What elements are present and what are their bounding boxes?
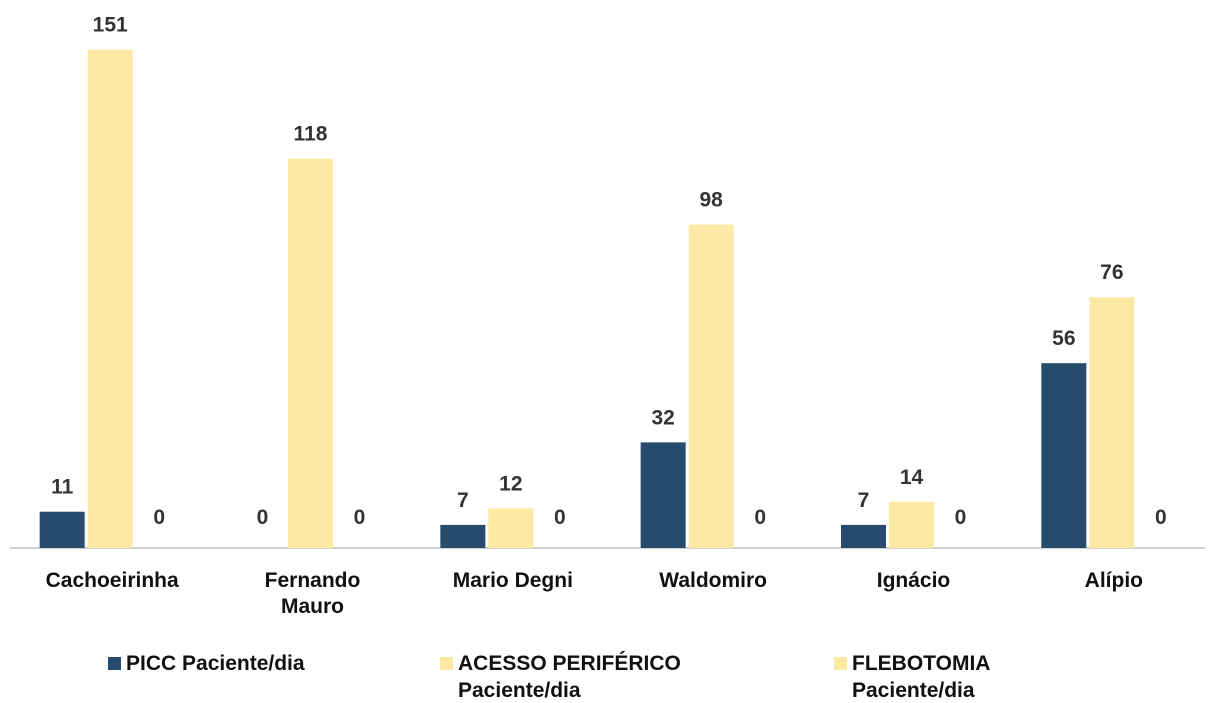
- x-tick-label: Fernando Mauro: [264, 569, 361, 618]
- bar: [841, 524, 886, 548]
- data-label: 12: [499, 472, 522, 495]
- data-label: 11: [51, 476, 74, 499]
- bar: [39, 511, 85, 548]
- bar: [288, 158, 333, 548]
- data-label: 0: [354, 506, 366, 529]
- legend-label: ACESSO PERIFÉRICO Paciente/dia: [458, 652, 681, 702]
- data-label: 0: [1155, 506, 1167, 529]
- data-label: 0: [554, 506, 566, 529]
- bar: [688, 224, 734, 548]
- bar: [640, 442, 686, 548]
- x-tick-label: Mario Degni: [452, 569, 573, 592]
- x-tick-label: Cachoeirinha: [45, 569, 179, 592]
- data-label: 32: [651, 406, 674, 429]
- data-label: 56: [1052, 327, 1075, 350]
- data-label: 7: [858, 489, 870, 512]
- bar: [87, 49, 133, 548]
- data-label: 118: [294, 123, 328, 146]
- bar: [1041, 363, 1087, 548]
- data-label: 0: [153, 506, 165, 529]
- bar: [889, 501, 934, 548]
- data-label: 98: [699, 189, 723, 212]
- bar: [1089, 297, 1135, 548]
- x-tick-label: Alípio: [1084, 569, 1143, 592]
- bar: [440, 524, 486, 548]
- data-label: 14: [900, 466, 924, 489]
- data-label: 0: [955, 506, 967, 529]
- data-label: 7: [457, 489, 469, 512]
- legend-label: PICC Paciente/dia: [126, 652, 305, 675]
- data-label: 76: [1100, 261, 1123, 284]
- data-label: 151: [93, 14, 128, 37]
- legend-swatch: [440, 657, 453, 670]
- x-tick-label: Ignácio: [876, 569, 951, 592]
- data-label: 0: [754, 506, 766, 529]
- legend-swatch: [108, 657, 121, 670]
- legend-label: FLEBOTOMIA Paciente/dia: [852, 652, 990, 702]
- x-tick-label: Waldomiro: [659, 569, 768, 592]
- data-label: 0: [257, 506, 269, 529]
- legend-swatch: [834, 657, 847, 670]
- bar: [488, 508, 534, 548]
